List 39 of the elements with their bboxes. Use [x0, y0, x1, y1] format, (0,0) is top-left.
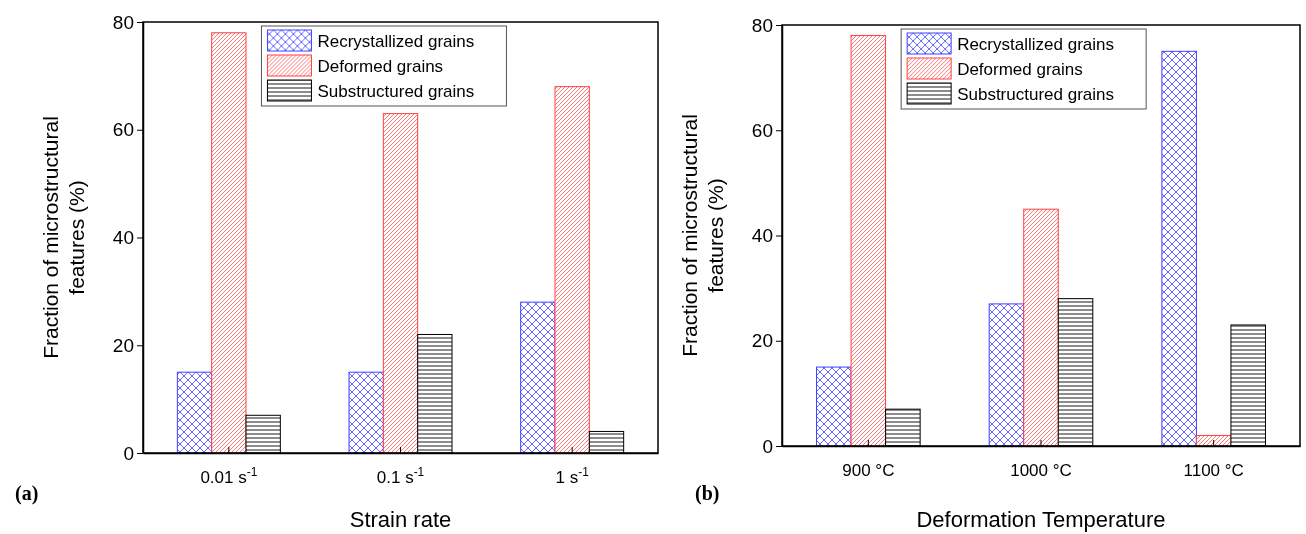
- bar: [554, 86, 590, 454]
- y-tick-label: 40: [112, 227, 134, 249]
- bar: [988, 303, 1025, 447]
- y-axis-title: Fraction of microstructural features (%): [39, 116, 88, 359]
- text: (a): [15, 482, 39, 505]
- x-tick-label: 0.01 s$^{-1}$: [200, 465, 258, 488]
- legend-label: Recrystallized grains: [317, 32, 475, 51]
- x-tick-label: 1 s$^{-1}$: [555, 465, 590, 488]
- bar: [348, 371, 384, 454]
- bar: [520, 301, 556, 454]
- y-tick-label: 20: [751, 330, 773, 352]
- y-tick-label: 80: [112, 11, 134, 33]
- legend-label: Deformed grains: [317, 57, 444, 76]
- legend-label: Substructured grains: [957, 85, 1115, 104]
- legend-label: Deformed grains: [957, 60, 1083, 79]
- bar: [211, 32, 247, 454]
- text: (b): [695, 482, 720, 505]
- y-tick-label: 0: [123, 442, 134, 464]
- x-tick-label: 900 °C: [842, 461, 895, 481]
- x-axis-title: Strain rate: [349, 507, 452, 532]
- bar: [1023, 208, 1059, 447]
- y-tick-label: 60: [112, 119, 134, 141]
- legend-label: Recrystallized grains: [957, 35, 1114, 54]
- bar: [850, 35, 887, 447]
- x-tick-label: 1000 °C: [1010, 461, 1072, 481]
- y-tick-label: 80: [751, 14, 773, 36]
- y-tick-label: 40: [751, 225, 773, 247]
- x-axis-title: Deformation Temperature: [916, 507, 1166, 532]
- y-tick-label: 0: [762, 435, 773, 457]
- y-axis-title: Fraction of microstructural features (%): [678, 114, 727, 357]
- legend-label: Substructured grains: [317, 82, 475, 101]
- x-tick-label: 0.1 s$^{-1}$: [376, 465, 425, 488]
- bar: [382, 113, 419, 454]
- y-tick-label: 60: [751, 119, 773, 141]
- y-tick-label: 20: [112, 334, 134, 356]
- bar: [1161, 50, 1197, 447]
- bar: [176, 371, 213, 454]
- x-tick-label: 1100 °C: [1183, 461, 1244, 481]
- bar: [816, 366, 852, 447]
